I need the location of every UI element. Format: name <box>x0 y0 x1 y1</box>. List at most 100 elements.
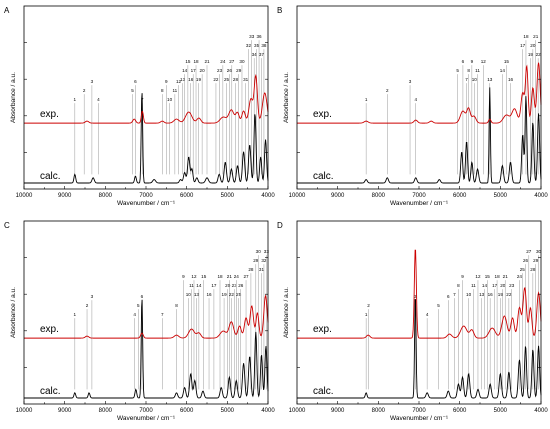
mode-label-4: 4 <box>426 312 429 317</box>
mode-label-11: 11 <box>189 283 194 288</box>
mode-label-21: 21 <box>503 274 509 279</box>
calc-trace-label: calc. <box>313 386 334 397</box>
mode-label-9: 9 <box>182 274 185 279</box>
plot-frame <box>23 5 269 190</box>
mode-label-8: 8 <box>457 283 460 288</box>
mode-label-27: 27 <box>229 59 235 64</box>
mode-label-22: 22 <box>229 292 235 297</box>
mode-label-22: 22 <box>506 292 512 297</box>
mode-label-21: 21 <box>227 274 233 279</box>
mode-label-30: 30 <box>239 59 245 64</box>
y-axis-title: Absorbance / a.u. <box>283 287 290 338</box>
x-axis-title: Wavenumber / cm⁻¹ <box>390 415 449 422</box>
mode-label-28: 28 <box>233 77 239 82</box>
mode-label-10: 10 <box>466 292 472 297</box>
mode-label-5: 5 <box>437 303 440 308</box>
mode-label-22: 22 <box>536 52 542 57</box>
mode-label-23: 23 <box>217 68 223 73</box>
mode-label-13: 13 <box>194 292 200 297</box>
mode-label-9: 9 <box>165 79 168 84</box>
mode-label-16: 16 <box>488 292 494 297</box>
mode-label-16: 16 <box>188 77 194 82</box>
exp-trace-label: exp. <box>313 109 332 120</box>
mode-label-1: 1 <box>365 312 368 317</box>
y-axis-title: Absorbance / a.u. <box>10 287 17 338</box>
mode-label-6: 6 <box>462 59 465 64</box>
exp-spectrum-line <box>24 73 269 124</box>
plot-frame <box>296 5 542 190</box>
mode-label-9: 9 <box>461 274 464 279</box>
mode-label-22: 22 <box>213 77 219 82</box>
x-tick-label: 6000 <box>453 193 467 199</box>
x-tick-label: 6000 <box>453 408 467 414</box>
mode-label-21: 21 <box>204 59 210 64</box>
mode-label-2: 2 <box>86 303 89 308</box>
mode-label-7: 7 <box>453 292 456 297</box>
mode-label-4: 4 <box>133 312 136 317</box>
mode-label-12: 12 <box>475 274 481 279</box>
mode-label-33: 33 <box>249 34 255 39</box>
mode-label-28: 28 <box>530 267 536 272</box>
x-tick-label: 5000 <box>221 193 235 199</box>
panel-c: 1234567891011121314151617181920212223242… <box>4 220 275 422</box>
mode-label-25: 25 <box>520 267 526 272</box>
mode-label-3: 3 <box>409 79 412 84</box>
mode-label-2: 2 <box>83 88 86 93</box>
mode-label-24: 24 <box>234 274 240 279</box>
mode-label-23: 23 <box>232 283 238 288</box>
x-axis-title: Wavenumber / cm⁻¹ <box>117 415 176 422</box>
mode-label-23: 23 <box>509 283 515 288</box>
mode-label-12: 12 <box>176 79 182 84</box>
mode-label-24: 24 <box>220 59 226 64</box>
x-tick-label: 4000 <box>261 193 275 199</box>
mode-label-20: 20 <box>500 283 506 288</box>
x-tick-label: 9000 <box>331 408 345 414</box>
mode-label-13: 13 <box>479 292 485 297</box>
mode-label-4: 4 <box>414 97 417 102</box>
mode-label-30: 30 <box>256 249 262 254</box>
mode-label-16: 16 <box>508 77 514 82</box>
mode-label-5: 5 <box>137 303 140 308</box>
y-axis-title: Absorbance / a.u. <box>283 72 290 123</box>
mode-label-25: 25 <box>236 292 242 297</box>
plot-frame <box>296 220 542 405</box>
x-tick-label: 7000 <box>139 408 153 414</box>
x-tick-label: 7000 <box>412 193 426 199</box>
x-tick-label: 5000 <box>221 408 235 414</box>
x-axis-title: Wavenumber / cm⁻¹ <box>117 200 176 207</box>
mode-label-26: 26 <box>227 68 233 73</box>
mode-label-13: 13 <box>180 77 186 82</box>
mode-label-30: 30 <box>536 249 542 254</box>
mode-label-4: 4 <box>97 97 100 102</box>
mode-label-8: 8 <box>175 303 178 308</box>
x-tick-label: 8000 <box>99 193 113 199</box>
calc-trace-label: calc. <box>40 386 61 397</box>
mode-label-20: 20 <box>225 283 231 288</box>
mode-label-10: 10 <box>186 292 192 297</box>
mode-label-6: 6 <box>134 79 137 84</box>
mode-label-32: 32 <box>261 258 267 263</box>
exp-spectrum-line <box>24 294 269 339</box>
mode-label-13: 13 <box>487 77 493 82</box>
calc-spectrum-line <box>24 299 269 399</box>
x-axis-title: Wavenumber / cm⁻¹ <box>390 200 449 207</box>
mode-label-3: 3 <box>91 294 94 299</box>
mode-label-10: 10 <box>167 97 173 102</box>
mode-label-8: 8 <box>161 88 164 93</box>
x-tick-label: 10000 <box>289 193 306 199</box>
mode-label-6: 6 <box>447 294 450 299</box>
mode-label-26: 26 <box>523 258 529 263</box>
mode-label-31: 31 <box>259 267 265 272</box>
x-tick-label: 10000 <box>289 408 306 414</box>
x-tick-label: 6000 <box>180 193 194 199</box>
calc-trace-label: calc. <box>313 171 334 182</box>
x-tick-label: 6000 <box>180 408 194 414</box>
exp-spectrum-line <box>297 249 542 339</box>
y-axis-title: Absorbance / a.u. <box>10 72 17 123</box>
mode-label-15: 15 <box>485 274 491 279</box>
mode-label-1: 1 <box>74 312 77 317</box>
mode-label-18: 18 <box>495 274 501 279</box>
mode-label-17: 17 <box>520 43 526 48</box>
mode-label-29: 29 <box>253 258 259 263</box>
x-tick-label: 4000 <box>261 408 275 414</box>
